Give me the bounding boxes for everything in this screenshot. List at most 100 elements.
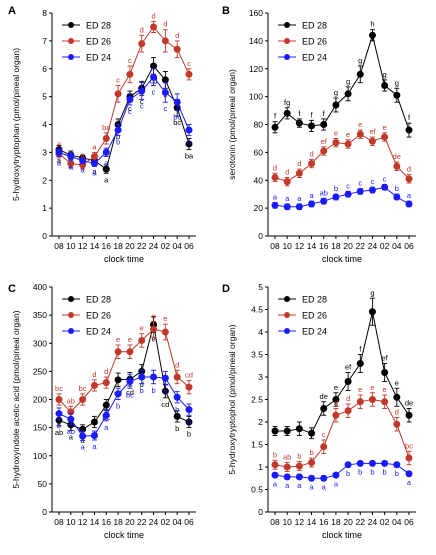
series-line: [274, 462, 410, 479]
significance-label: d: [163, 20, 167, 29]
data-point: [114, 348, 122, 356]
significance-label: a: [297, 194, 302, 203]
legend-label: ED 26: [86, 311, 111, 321]
significance-label: e: [395, 378, 399, 387]
data-point: [344, 461, 352, 469]
series-line: [274, 133, 410, 183]
data-point: [102, 379, 110, 387]
data-point: [185, 418, 193, 426]
data-point: [173, 45, 181, 53]
data-point: [405, 175, 413, 183]
significance-label: f: [298, 109, 301, 118]
significance-label: b: [57, 421, 61, 430]
x-tick-label: 20: [125, 241, 135, 251]
x-axis-label: clock time: [322, 254, 362, 264]
legend-marker: [284, 312, 290, 318]
data-point: [79, 157, 87, 165]
data-point: [271, 461, 279, 469]
data-point: [185, 383, 193, 391]
y-axis-label: 5-hydroxytryptophol (pmol/pineal organ): [227, 324, 237, 474]
data-point: [138, 87, 146, 95]
x-tick-label: 22: [137, 241, 147, 251]
data-point: [308, 160, 316, 168]
y-tick-label: 1: [258, 462, 263, 472]
significance-label: h: [370, 20, 374, 29]
x-tick-label: 14: [90, 241, 100, 251]
x-tick-label: 16: [319, 517, 329, 527]
data-point: [393, 91, 401, 99]
x-tick-label: 18: [113, 241, 123, 251]
legend-label: ED 28: [302, 21, 327, 31]
significance-label: e: [334, 383, 338, 392]
significance-label: e: [151, 335, 155, 344]
legend-label: ED 28: [302, 295, 327, 305]
y-tick-label: 5: [42, 92, 47, 102]
series-line: [58, 65, 190, 170]
x-tick-label: 06: [404, 241, 414, 251]
significance-label: ab: [67, 427, 75, 436]
y-tick-label: 60: [254, 147, 264, 157]
significance-label: c: [163, 104, 167, 113]
x-tick-label: 02: [380, 241, 390, 251]
x-tick-label: 06: [184, 241, 194, 251]
y-tick-label: 400: [33, 282, 47, 292]
data-point: [320, 147, 328, 155]
data-point: [344, 140, 352, 148]
data-point: [173, 373, 181, 381]
x-tick-label: 10: [66, 241, 76, 251]
data-point: [126, 378, 134, 385]
legend-label: ED 26: [86, 37, 111, 47]
data-point: [295, 203, 303, 211]
significance-label: b: [187, 430, 191, 439]
panel-letter-D: D: [222, 283, 230, 295]
data-point: [185, 406, 193, 414]
significance-label: a: [57, 159, 62, 168]
y-tick-label: 0: [42, 507, 47, 517]
significance-label: a: [57, 156, 62, 165]
data-point: [344, 378, 352, 385]
significance-label: d: [92, 370, 96, 379]
significance-label: cd: [126, 388, 134, 397]
data-point: [173, 393, 181, 401]
data-point: [381, 183, 389, 191]
legend-marker: [68, 296, 74, 302]
y-tick-label: 100: [249, 92, 263, 102]
data-point: [138, 373, 146, 381]
x-axis-label: clock time: [104, 254, 144, 264]
significance-label: d: [151, 11, 155, 20]
significance-label: e: [383, 385, 387, 394]
significance-label: ab: [55, 428, 63, 437]
legend-label: ED 28: [86, 21, 111, 31]
data-point: [356, 70, 364, 78]
data-point: [308, 474, 316, 482]
x-tick-label: 12: [295, 517, 305, 527]
data-point: [344, 90, 352, 98]
x-tick-label: 06: [184, 517, 194, 527]
y-tick-label: 2.5: [251, 395, 263, 405]
panel-letter-B: B: [222, 5, 230, 17]
significance-label: a: [407, 191, 412, 200]
significance-label: a: [69, 432, 74, 441]
significance-label: a: [285, 481, 290, 490]
y-tick-label: 200: [33, 395, 47, 405]
data-point: [308, 122, 316, 130]
data-point: [271, 427, 279, 435]
chart-panel-D: D 0 0.5 1 1.5 2 2.5 3 3.5 4 4.5 5 08 10 12 14 16 18 20 22 24…: [222, 282, 416, 540]
significance-label: d: [297, 159, 301, 168]
significance-label: c: [346, 181, 350, 190]
significance-label: cd: [185, 370, 193, 379]
y-tick-label: 4.5: [251, 305, 263, 315]
data-point: [90, 381, 98, 389]
significance-label: bc: [405, 441, 413, 450]
significance-label: f: [408, 113, 411, 122]
panel-letter-A: A: [8, 5, 16, 17]
legend-label: ED 24: [302, 327, 327, 337]
y-axis-label: 5-hydroxyindole acetic acid (pmol/pineal…: [11, 310, 21, 488]
significance-label: a: [69, 163, 74, 172]
significance-label: d: [395, 408, 399, 417]
legend-marker: [284, 22, 290, 28]
data-point: [393, 420, 401, 428]
